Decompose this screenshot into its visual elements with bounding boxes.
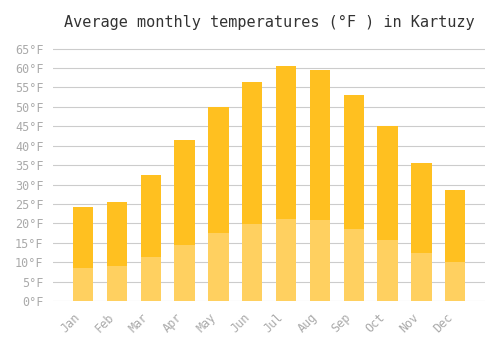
Title: Average monthly temperatures (°F ) in Kartuzy: Average monthly temperatures (°F ) in Ka…: [64, 15, 474, 30]
Bar: [73, 268, 93, 301]
Bar: [344, 229, 364, 301]
Bar: [208, 233, 229, 301]
Bar: [140, 257, 161, 301]
Bar: [242, 82, 262, 301]
Bar: [208, 107, 229, 301]
Bar: [276, 66, 296, 301]
Bar: [73, 208, 93, 301]
Bar: [344, 95, 364, 301]
Bar: [140, 175, 161, 301]
Bar: [378, 126, 398, 301]
Bar: [310, 220, 330, 301]
Bar: [174, 140, 195, 301]
Bar: [174, 245, 195, 301]
Bar: [411, 253, 432, 301]
Bar: [445, 262, 466, 301]
Bar: [276, 219, 296, 301]
Bar: [106, 266, 127, 301]
Bar: [106, 202, 127, 301]
Bar: [411, 163, 432, 301]
Bar: [378, 240, 398, 301]
Bar: [310, 70, 330, 301]
Bar: [242, 224, 262, 301]
Bar: [445, 190, 466, 301]
